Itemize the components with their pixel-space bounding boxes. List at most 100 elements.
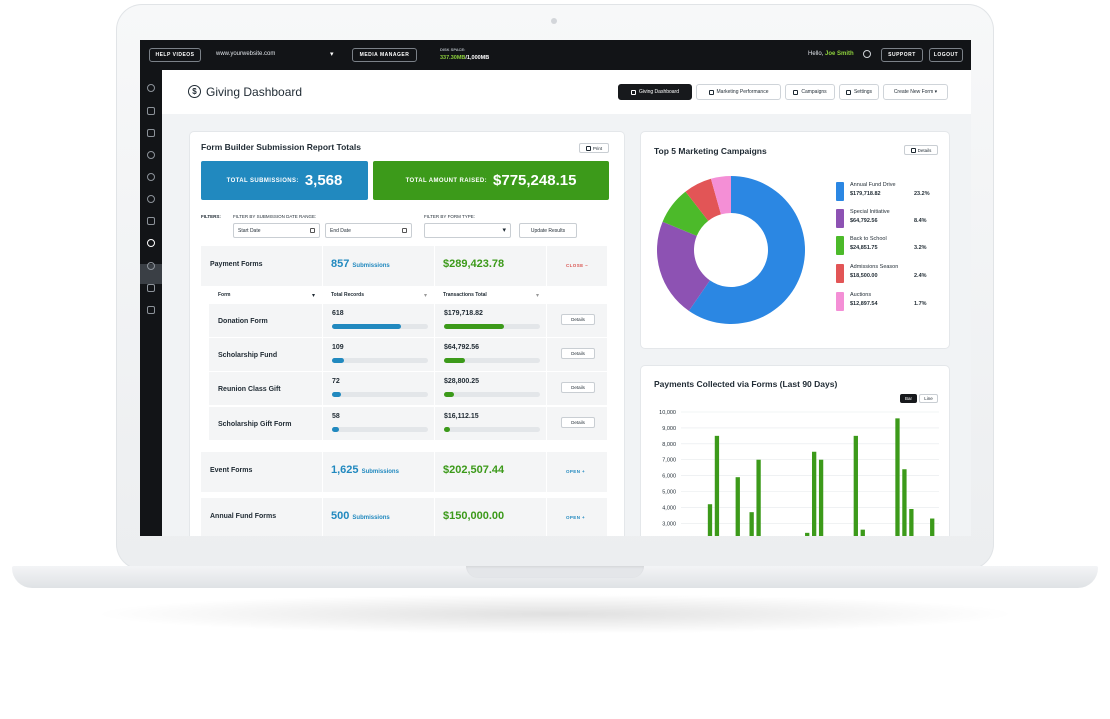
chat-icon[interactable] bbox=[147, 262, 155, 270]
row-details-button[interactable]: Details bbox=[561, 348, 595, 359]
sort-icon[interactable]: ▾ bbox=[536, 293, 540, 299]
divider bbox=[546, 338, 547, 371]
gear-icon[interactable] bbox=[147, 195, 155, 203]
chevron-down-icon[interactable]: ▾ bbox=[330, 51, 334, 58]
user-icon[interactable] bbox=[147, 151, 155, 159]
sort-down-icon[interactable]: ▾ bbox=[312, 293, 316, 299]
start-date-input[interactable]: Start Date bbox=[233, 223, 320, 238]
divider bbox=[434, 452, 435, 492]
sort-icon[interactable]: ▾ bbox=[424, 293, 428, 299]
annual-fund-forms-section[interactable]: Annual Fund Forms 500 Submissions $150,0… bbox=[201, 498, 607, 536]
tools-icon[interactable] bbox=[147, 107, 155, 115]
payments-title: Payments Collected via Forms (Last 90 Da… bbox=[654, 379, 838, 389]
user-icon[interactable] bbox=[863, 50, 871, 58]
bar-toggle-button[interactable]: Bar bbox=[900, 394, 917, 403]
legend-swatch bbox=[836, 292, 844, 311]
support-button[interactable]: SUPPORT bbox=[881, 48, 923, 62]
gauge-icon[interactable] bbox=[147, 84, 155, 92]
bar[interactable] bbox=[749, 512, 754, 536]
section-count: 500 Submissions bbox=[331, 510, 390, 522]
payment-forms-section[interactable]: Payment Forms 857 Submissions $289,423.7… bbox=[201, 246, 607, 286]
form-type-select[interactable]: ▾ bbox=[424, 223, 511, 238]
bar[interactable] bbox=[756, 459, 761, 536]
table-row: Scholarship Fund 109 $64,792.56 Details bbox=[209, 338, 607, 371]
bar[interactable] bbox=[853, 435, 858, 536]
header-transactions-total[interactable]: Transactions Total bbox=[443, 292, 487, 298]
legend-swatch bbox=[836, 209, 844, 228]
calendar-icon bbox=[402, 228, 407, 233]
calendar-icon[interactable] bbox=[147, 284, 155, 292]
bar[interactable] bbox=[707, 504, 713, 536]
count-unit: Submissions bbox=[352, 515, 390, 521]
y-tick-label: 5,000 bbox=[662, 490, 676, 496]
divider bbox=[322, 246, 323, 286]
app-screen: HELP VIDEOS www.yourwebsite.com ▾ MEDIA … bbox=[140, 40, 971, 536]
row-details-button[interactable]: Details bbox=[561, 314, 595, 325]
bar[interactable] bbox=[818, 459, 824, 536]
close-section-button[interactable]: CLOSE − bbox=[566, 263, 589, 268]
bar[interactable] bbox=[895, 418, 900, 536]
line-toggle-button[interactable]: Line bbox=[919, 394, 938, 403]
end-date-input[interactable]: End Date bbox=[325, 223, 412, 238]
bar[interactable] bbox=[735, 477, 740, 536]
row-form-name: Scholarship Fund bbox=[218, 352, 278, 359]
bar[interactable] bbox=[930, 518, 935, 536]
records-progress-fill bbox=[332, 324, 402, 329]
logout-button[interactable]: LOGOUT bbox=[929, 48, 963, 62]
help-videos-button[interactable]: HELP VIDEOS bbox=[149, 48, 201, 62]
legend-label: Auctions bbox=[850, 292, 872, 298]
total-submissions-label: TOTAL SUBMISSIONS: bbox=[226, 177, 299, 184]
pages-icon[interactable] bbox=[147, 129, 155, 137]
row-details-button[interactable]: Details bbox=[561, 417, 595, 428]
dollar-icon[interactable] bbox=[147, 239, 155, 247]
row-details-button[interactable]: Details bbox=[561, 382, 595, 393]
tab-settings[interactable]: Settings bbox=[839, 84, 879, 100]
open-section-button[interactable]: OPEN + bbox=[566, 515, 586, 520]
globe-icon[interactable] bbox=[147, 173, 155, 181]
row-form-name: Donation Form bbox=[218, 318, 268, 325]
media-manager-button[interactable]: MEDIA MANAGER bbox=[352, 48, 417, 62]
donut-slice bbox=[657, 221, 710, 311]
records-progress bbox=[332, 392, 428, 397]
tab-marketing-performance[interactable]: Marketing Performance bbox=[696, 84, 781, 100]
tab-giving-dashboard[interactable]: Giving Dashboard bbox=[618, 84, 692, 100]
report-title: Form Builder Submission Report Totals bbox=[201, 142, 361, 152]
y-tick-label: 6,000 bbox=[662, 474, 676, 480]
legend-amount: $24,851.75 bbox=[850, 245, 878, 251]
bar[interactable] bbox=[909, 508, 914, 536]
open-section-button[interactable]: OPEN + bbox=[566, 469, 586, 474]
bar[interactable] bbox=[860, 529, 865, 536]
donut-slice bbox=[710, 176, 731, 215]
section-count: 857 Submissions bbox=[331, 258, 390, 270]
bar[interactable] bbox=[714, 435, 720, 536]
megaphone-icon bbox=[793, 89, 799, 95]
divider bbox=[546, 304, 547, 337]
create-new-form-button[interactable]: Create New Form ▾ bbox=[883, 84, 948, 100]
bar[interactable] bbox=[812, 451, 817, 536]
details-label: Details bbox=[917, 147, 932, 153]
box-icon[interactable] bbox=[147, 217, 155, 225]
legend-label: Special Initiative bbox=[850, 209, 890, 215]
print-button[interactable]: Print bbox=[579, 143, 609, 153]
update-results-button[interactable]: Update Results bbox=[519, 223, 577, 238]
dollar-icon: $ bbox=[188, 85, 201, 98]
bar[interactable] bbox=[902, 469, 907, 536]
edit-icon[interactable] bbox=[147, 306, 155, 314]
bar[interactable] bbox=[805, 532, 810, 536]
form-type-label: FILTER BY FORM TYPE: bbox=[424, 214, 476, 219]
tab-campaigns[interactable]: Campaigns bbox=[785, 84, 835, 100]
row-records: 58 bbox=[332, 413, 340, 420]
header-total-records[interactable]: Total Records bbox=[331, 292, 364, 298]
total-amount-label: TOTAL AMOUNT RAISED: bbox=[405, 177, 488, 184]
legend-label: Back to School bbox=[850, 236, 887, 242]
filters-label: FILTERS: bbox=[201, 214, 221, 219]
amount-progress bbox=[444, 392, 540, 397]
header-form[interactable]: Form bbox=[218, 292, 231, 298]
campaigns-details-button[interactable]: Details bbox=[904, 145, 938, 155]
event-forms-section[interactable]: Event Forms 1,625 Submissions $202,507.4… bbox=[201, 452, 607, 492]
website-selector[interactable]: www.yourwebsite.com bbox=[216, 51, 276, 57]
tab-label: Settings bbox=[853, 89, 873, 95]
legend-percent: 23.2% bbox=[914, 191, 930, 197]
y-tick-label: 8,000 bbox=[662, 442, 676, 448]
amount-progress-fill bbox=[444, 427, 450, 432]
